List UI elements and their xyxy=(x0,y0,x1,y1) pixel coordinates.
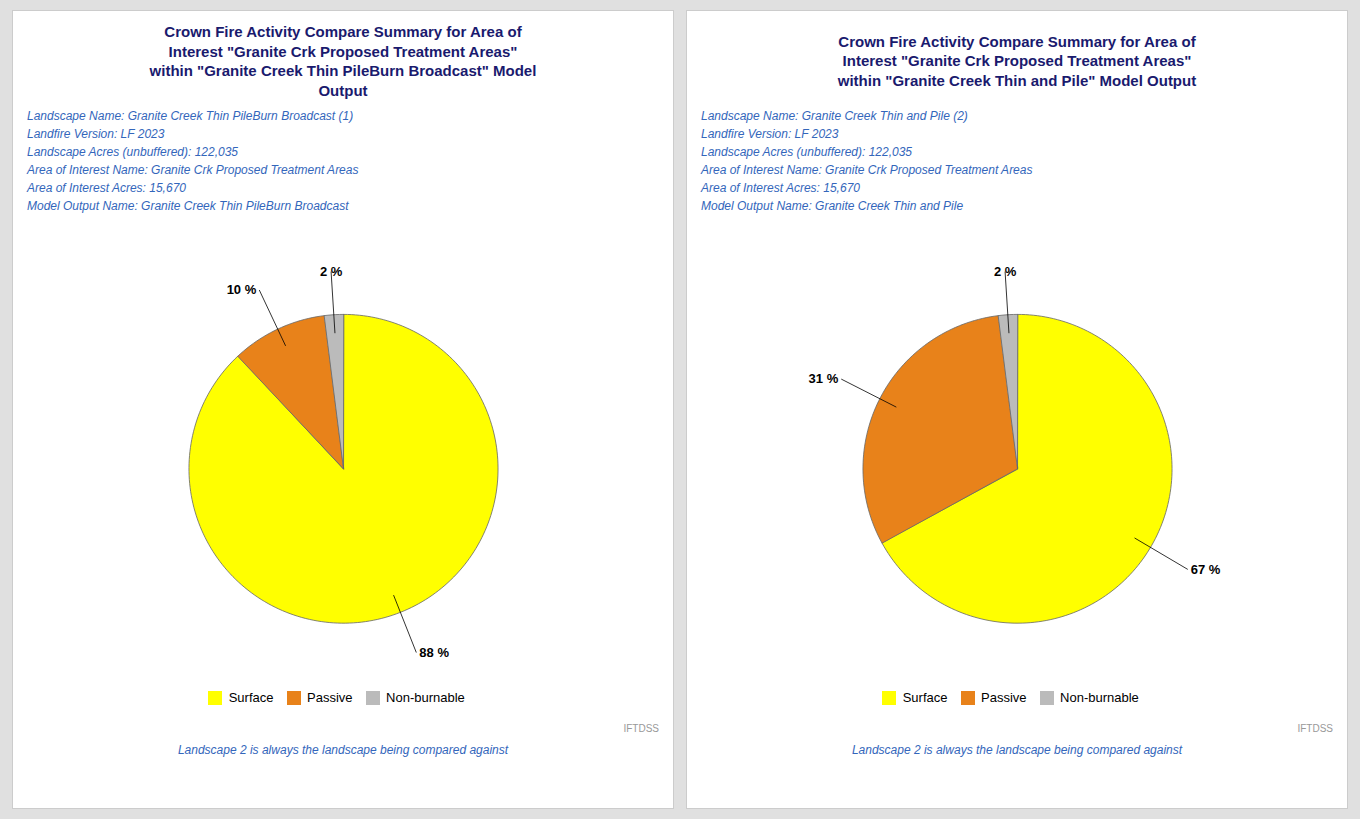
html-text:Model Output Name: Granite Cre: Model Output Name: Granite Creek Thin Pi… xyxy=(27,199,349,213)
html-text:Area of Interest Acres: 15,670: Area of Interest Acres: 15,670 xyxy=(27,181,186,195)
html-text:Crown Fire Activity Compare Su: Crown Fire Activity Compare Summary for … xyxy=(149,23,537,99)
html-text:Non-burnable: Non-burnable xyxy=(1060,690,1139,705)
html-text:Passive: Passive xyxy=(307,690,353,705)
html-text:Area of Interest Name: Granite: Area of Interest Name: Granite Crk Propo… xyxy=(27,163,359,177)
html-text:Landscape Name: Granite Creek: Landscape Name: Granite Creek Thin PileB… xyxy=(27,109,354,123)
html-text:IFTDSS: IFTDSS xyxy=(1297,722,1333,734)
html-text:Landscape Acres (unbuffered):: Landscape Acres (unbuffered): 122,035 xyxy=(27,145,238,159)
html-text:IFTDSS: IFTDSS xyxy=(623,722,659,734)
svg-text:2 %: 2 % xyxy=(994,264,1017,279)
html-text:Area of Interest Name: Granite: Area of Interest Name: Granite Crk Propo… xyxy=(701,163,1033,177)
html-text:Non-burnable: Non-burnable xyxy=(386,690,465,705)
html-text:Surface: Surface xyxy=(902,690,948,705)
svg-text:10 %: 10 % xyxy=(227,282,257,297)
html-text:Landfire Version: LF 2023: Landfire Version: LF 2023 xyxy=(701,127,839,141)
html-text:Landscape Acres (unbuffered):: Landscape Acres (unbuffered): 122,035 xyxy=(701,145,912,159)
html-text:Surface: Surface xyxy=(228,690,274,705)
html-text:Landscape 2 is always the land: Landscape 2 is always the landscape bein… xyxy=(177,742,509,757)
svg-text:67 %: 67 % xyxy=(1191,562,1221,577)
svg-text:2 %: 2 % xyxy=(320,264,343,279)
html-text:Crown Fire Activity Compare Su: Crown Fire Activity Compare Summary for … xyxy=(837,32,1197,89)
html-text:Landscape Name: Granite Creek: Landscape Name: Granite Creek Thin and P… xyxy=(701,109,968,123)
html-text:Landscape 2 is always the land: Landscape 2 is always the landscape bein… xyxy=(851,742,1183,757)
html-text:Area of Interest Acres: 15,670: Area of Interest Acres: 15,670 xyxy=(701,181,860,195)
svg-text:31 %: 31 % xyxy=(809,371,839,386)
html-text:Landfire Version: LF 2023: Landfire Version: LF 2023 xyxy=(27,127,165,141)
html-text:Passive: Passive xyxy=(981,690,1027,705)
svg-text:88 %: 88 % xyxy=(419,645,449,660)
html-text:Model Output Name: Granite Cre: Model Output Name: Granite Creek Thin an… xyxy=(701,199,964,213)
